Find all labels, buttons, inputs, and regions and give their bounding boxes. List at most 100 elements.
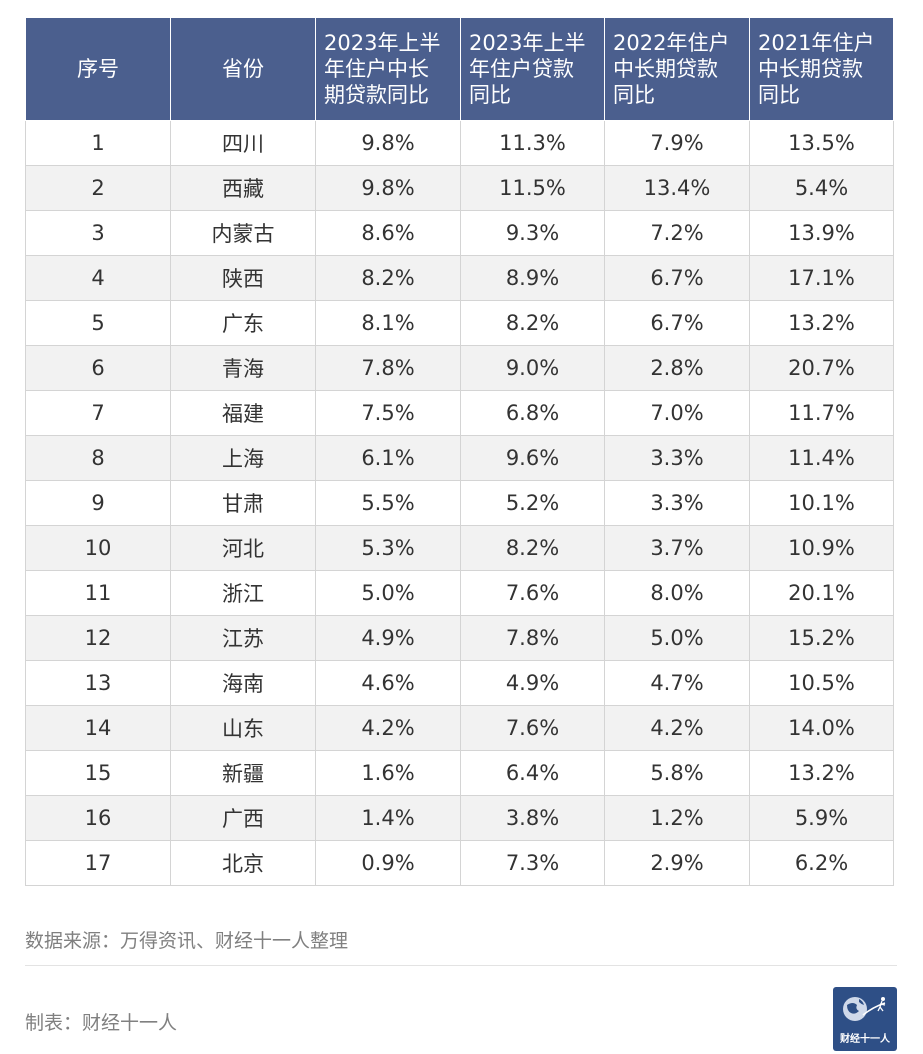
value-cell: 4.2% <box>604 705 750 751</box>
footer-divider <box>25 965 897 966</box>
value-cell: 4.7% <box>604 660 750 706</box>
table-row: 4 陕西 8.2% 8.9% 6.7% 17.1% <box>25 255 894 301</box>
row-index-cell: 17 <box>25 840 171 886</box>
column-header-line: 2023年上半 <box>469 31 586 55</box>
province-cell: 广东 <box>170 300 316 346</box>
value-cell: 10.1% <box>749 480 894 526</box>
table-row: 11 浙江 5.0% 7.6% 8.0% 20.1% <box>25 570 894 616</box>
value-cell: 5.5% <box>315 480 461 526</box>
row-index-cell: 5 <box>25 300 171 346</box>
value-cell: 11.4% <box>749 435 894 481</box>
table-row: 17 北京 0.9% 7.3% 2.9% 6.2% <box>25 840 894 886</box>
value-cell: 5.0% <box>315 570 461 616</box>
data-source-note: 数据来源：万得资讯、财经十一人整理 <box>25 930 349 952</box>
table-row: 5 广东 8.1% 8.2% 6.7% 13.2% <box>25 300 894 346</box>
value-cell: 7.9% <box>604 120 750 166</box>
table-maker-note: 制表：财经十一人 <box>25 1012 178 1034</box>
row-index-cell: 2 <box>25 165 171 211</box>
table-row: 10 河北 5.3% 8.2% 3.7% 10.9% <box>25 525 894 571</box>
row-index-cell: 12 <box>25 615 171 661</box>
value-cell: 13.2% <box>749 300 894 346</box>
value-cell: 7.5% <box>315 390 461 436</box>
value-cell: 9.6% <box>460 435 605 481</box>
table-row: 9 甘肃 5.5% 5.2% 3.3% 10.1% <box>25 480 894 526</box>
value-cell: 11.3% <box>460 120 605 166</box>
province-cell: 甘肃 <box>170 480 316 526</box>
province-cell: 上海 <box>170 435 316 481</box>
row-index-cell: 13 <box>25 660 171 706</box>
value-cell: 6.7% <box>604 255 750 301</box>
table-row: 8 上海 6.1% 9.6% 3.3% 11.4% <box>25 435 894 481</box>
value-cell: 7.2% <box>604 210 750 256</box>
row-index-cell: 1 <box>25 120 171 166</box>
value-cell: 6.2% <box>749 840 894 886</box>
globe-icon <box>843 997 886 1021</box>
table-row: 6 青海 7.8% 9.0% 2.8% 20.7% <box>25 345 894 391</box>
column-header-2: 2023年上半 年住户中长 期贷款同比 <box>315 17 461 121</box>
column-header-line: 2021年住户 <box>758 31 875 55</box>
value-cell: 9.3% <box>460 210 605 256</box>
value-cell: 1.2% <box>604 795 750 841</box>
value-cell: 13.4% <box>604 165 750 211</box>
column-header-line: 中长期贷款 <box>758 57 863 81</box>
value-cell: 2.9% <box>604 840 750 886</box>
value-cell: 20.7% <box>749 345 894 391</box>
column-header-line: 年住户贷款 <box>469 57 574 81</box>
column-header-line: 2022年住户 <box>613 31 730 55</box>
data-table-container: 序号 省份 2023年上半 年住户中长 期贷款同比 2023年上半 年住户贷款 同比 2022年… <box>25 17 894 886</box>
value-cell: 0.9% <box>315 840 461 886</box>
province-cell: 浙江 <box>170 570 316 616</box>
value-cell: 7.8% <box>460 615 605 661</box>
column-header-line: 同比 <box>613 83 655 107</box>
row-index-cell: 14 <box>25 705 171 751</box>
column-header-line: 年住户中长 <box>324 57 429 81</box>
value-cell: 20.1% <box>749 570 894 616</box>
province-cell: 海南 <box>170 660 316 706</box>
column-header-line: 同比 <box>758 83 800 107</box>
table-row: 3 内蒙古 8.6% 9.3% 7.2% 13.9% <box>25 210 894 256</box>
header-row: 序号 省份 2023年上半 年住户中长 期贷款同比 2023年上半 年住户贷款 同比 2022年… <box>25 17 894 121</box>
value-cell: 8.9% <box>460 255 605 301</box>
value-cell: 14.0% <box>749 705 894 751</box>
column-header-4: 2022年住户 中长期贷款 同比 <box>604 17 750 121</box>
column-header-line: 2023年上半 <box>324 31 441 55</box>
brand-logo: 财经十一人 <box>833 987 897 1051</box>
row-index-cell: 11 <box>25 570 171 616</box>
table-header: 序号 省份 2023年上半 年住户中长 期贷款同比 2023年上半 年住户贷款 同比 2022年… <box>25 17 894 121</box>
column-header-3: 2023年上半 年住户贷款 同比 <box>460 17 605 121</box>
province-cell: 西藏 <box>170 165 316 211</box>
table-row: 2 西藏 9.8% 11.5% 13.4% 5.4% <box>25 165 894 211</box>
province-cell: 河北 <box>170 525 316 571</box>
value-cell: 13.9% <box>749 210 894 256</box>
value-cell: 5.8% <box>604 750 750 796</box>
province-cell: 福建 <box>170 390 316 436</box>
value-cell: 4.6% <box>315 660 461 706</box>
row-index-cell: 3 <box>25 210 171 256</box>
value-cell: 5.3% <box>315 525 461 571</box>
row-index-cell: 15 <box>25 750 171 796</box>
row-index-cell: 7 <box>25 390 171 436</box>
value-cell: 4.2% <box>315 705 461 751</box>
column-header-line: 中长期贷款 <box>613 57 718 81</box>
province-cell: 山东 <box>170 705 316 751</box>
value-cell: 3.3% <box>604 435 750 481</box>
province-cell: 陕西 <box>170 255 316 301</box>
table-body: 1 四川 9.8% 11.3% 7.9% 13.5% 2 西藏 9.8% 11.5% 13.4% 5.… <box>25 120 894 886</box>
column-header-line: 省份 <box>222 57 264 81</box>
value-cell: 7.6% <box>460 570 605 616</box>
province-cell: 内蒙古 <box>170 210 316 256</box>
column-header-line: 序号 <box>77 57 119 81</box>
table-row: 7 福建 7.5% 6.8% 7.0% 11.7% <box>25 390 894 436</box>
value-cell: 8.2% <box>460 300 605 346</box>
table-row: 16 广西 1.4% 3.8% 1.2% 5.9% <box>25 795 894 841</box>
loan-growth-table: 序号 省份 2023年上半 年住户中长 期贷款同比 2023年上半 年住户贷款 同比 2022年… <box>25 17 894 886</box>
value-cell: 3.7% <box>604 525 750 571</box>
table-row: 14 山东 4.2% 7.6% 4.2% 14.0% <box>25 705 894 751</box>
value-cell: 6.1% <box>315 435 461 481</box>
value-cell: 10.9% <box>749 525 894 571</box>
row-index-cell: 16 <box>25 795 171 841</box>
table-row: 12 江苏 4.9% 7.8% 5.0% 15.2% <box>25 615 894 661</box>
value-cell: 6.4% <box>460 750 605 796</box>
value-cell: 8.6% <box>315 210 461 256</box>
province-cell: 四川 <box>170 120 316 166</box>
